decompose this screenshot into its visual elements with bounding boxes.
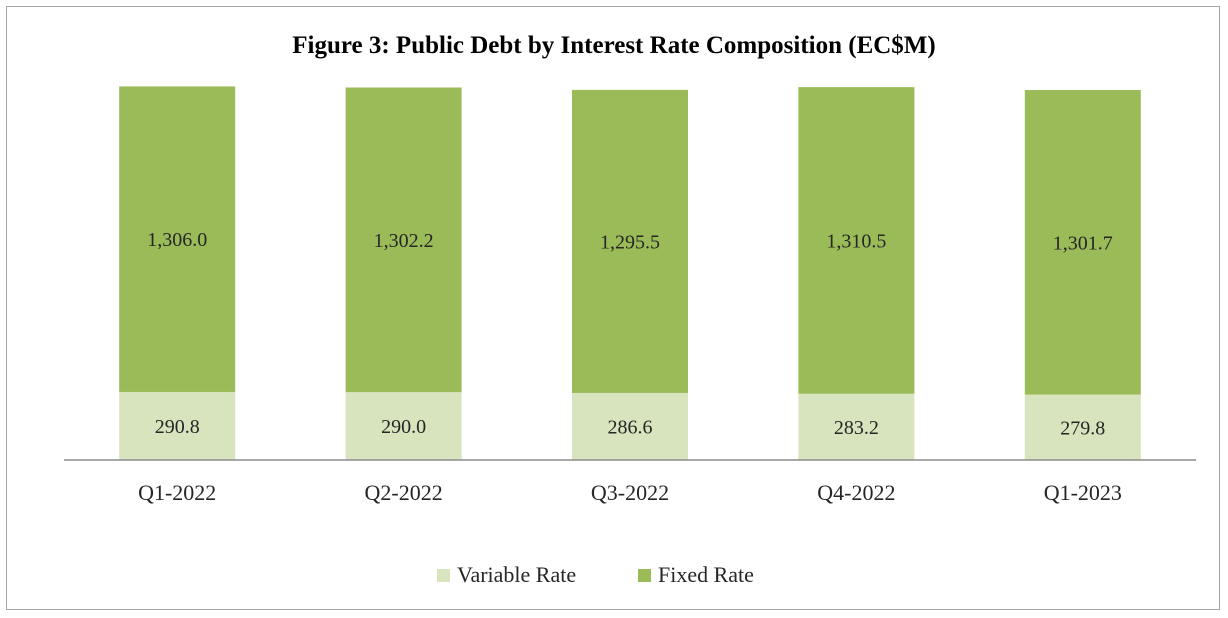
data-label-variable-q4-2022: 283.2 xyxy=(834,417,879,439)
chart-title: Figure 3: Public Debt by Interest Rate C… xyxy=(292,32,936,59)
data-labels-layer: 290.8 1,306.0 290.0 1,302.2 286.6 1,295.5 283.… xyxy=(147,229,1113,439)
x-tick-label: Q4-2022 xyxy=(817,480,895,505)
data-label-fixed-q1-2022: 1,306.0 xyxy=(147,229,207,251)
data-label-fixed-q3-2022: 1,295.5 xyxy=(600,231,660,253)
bar-variable-q3-2022 xyxy=(572,392,688,460)
legend-swatch-fixed xyxy=(638,569,651,582)
x-tick-label: Q3-2022 xyxy=(591,480,669,505)
legend-label-variable: Variable Rate xyxy=(457,562,576,587)
data-label-fixed-q2-2022: 1,302.2 xyxy=(374,230,434,252)
bar-fixed-q4-2022 xyxy=(798,87,915,394)
bar-fixed-q3-2022 xyxy=(572,89,688,393)
x-tick-label: Q2-2022 xyxy=(364,480,442,505)
legend: Variable Rate Fixed Rate xyxy=(437,562,754,587)
bar-variable-q1-2022 xyxy=(119,391,236,460)
legend-swatch-variable xyxy=(437,569,450,582)
x-tick-labels: Q1-2022 Q2-2022 Q3-2022 Q4-2022 Q1-2023 xyxy=(138,480,1122,505)
bars-layer xyxy=(119,86,1141,460)
bar-variable-q2-2022 xyxy=(345,392,462,460)
x-tick-label: Q1-2022 xyxy=(138,480,216,505)
x-tick-label: Q1-2023 xyxy=(1044,480,1122,505)
data-label-fixed-q4-2022: 1,310.5 xyxy=(826,230,886,252)
data-label-variable-q1-2022: 290.8 xyxy=(155,416,200,438)
data-label-variable-q2-2022: 290.0 xyxy=(381,416,426,438)
data-label-variable-q3-2022: 286.6 xyxy=(608,416,653,438)
bar-variable-q4-2022 xyxy=(798,393,915,460)
bar-fixed-q1-2022 xyxy=(119,86,236,392)
bar-variable-q1-2023 xyxy=(1024,394,1141,460)
bar-fixed-q2-2022 xyxy=(345,87,462,393)
bar-fixed-q1-2023 xyxy=(1024,90,1141,395)
legend-label-fixed: Fixed Rate xyxy=(658,562,754,587)
data-label-variable-q1-2023: 279.8 xyxy=(1060,417,1105,439)
data-label-fixed-q1-2023: 1,301.7 xyxy=(1053,232,1113,254)
